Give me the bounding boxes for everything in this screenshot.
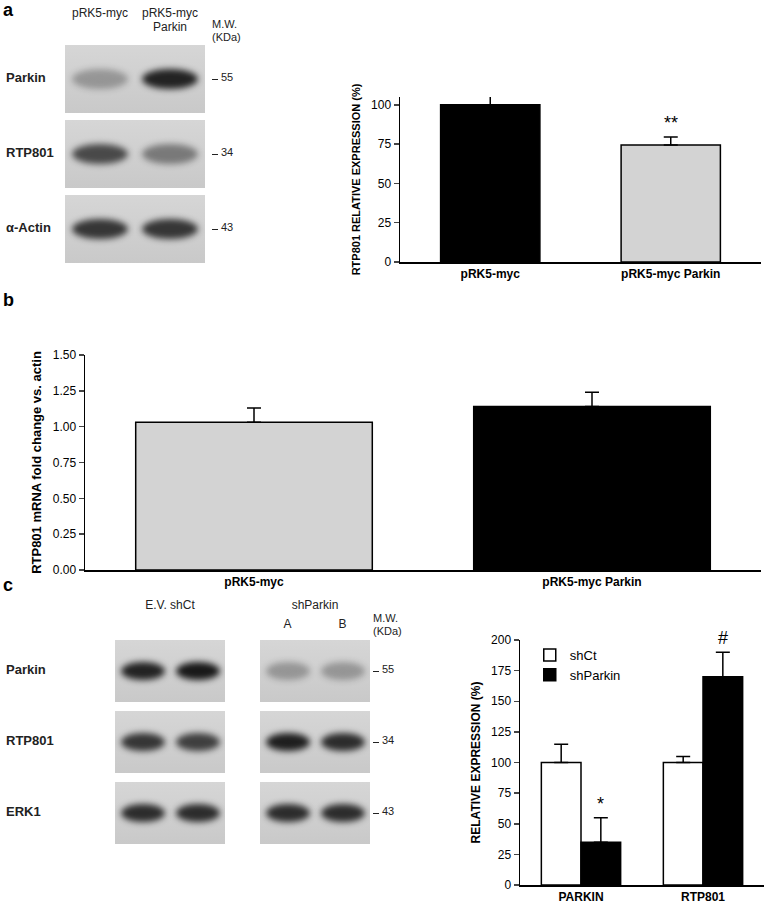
html-text:ERK1: ERK1: [6, 804, 41, 819]
svg-text:50: 50: [498, 817, 512, 831]
svg-text:0: 0: [384, 255, 391, 269]
svg-text:0.50: 0.50: [53, 492, 77, 506]
html-text:RTP801: RTP801: [6, 733, 54, 748]
svg-text:PARKIN: PARKIN: [558, 890, 603, 904]
html-text:43: 43: [382, 805, 395, 817]
svg-text:50: 50: [378, 177, 392, 191]
svg-text:25: 25: [498, 848, 512, 862]
html-text:M.W. (KDa): M.W. (KDa): [373, 612, 402, 637]
html-text:pRK5-myc: pRK5-myc: [72, 6, 128, 20]
svg-text:pRK5-myc Parkin: pRK5-myc Parkin: [621, 267, 720, 281]
svg-text:1.00: 1.00: [53, 420, 77, 434]
html-text:55: 55: [221, 71, 234, 83]
svg-text:#: #: [718, 628, 728, 648]
svg-text:*: *: [597, 794, 604, 814]
svg-text:25: 25: [378, 216, 392, 230]
svg-text:pRK5-myc: pRK5-myc: [224, 575, 284, 589]
html-text:shParkin: shParkin: [291, 598, 339, 612]
svg-text:1.50: 1.50: [53, 348, 77, 362]
svg-text:0.25: 0.25: [53, 527, 77, 541]
svg-text:shParkin: shParkin: [570, 668, 621, 683]
svg-text:75: 75: [378, 137, 392, 151]
svg-text:RTP801 RELATIVE EXPRESSION (%): RTP801 RELATIVE EXPRESSION (%): [350, 83, 362, 275]
svg-text:100: 100: [491, 756, 511, 770]
svg-text:0.00: 0.00: [53, 563, 77, 577]
html-text:43: 43: [221, 221, 234, 233]
svg-text:100: 100: [371, 98, 391, 112]
svg-text:0.75: 0.75: [53, 456, 77, 470]
html-text:34: 34: [382, 734, 395, 746]
html-text:α-Actin: α-Actin: [6, 220, 51, 235]
svg-text:175: 175: [491, 664, 511, 678]
svg-text:pRK5-myc Parkin: pRK5-myc Parkin: [542, 575, 641, 589]
svg-text:200: 200: [491, 633, 511, 647]
svg-text:0: 0: [504, 878, 511, 892]
html-text:34: 34: [221, 146, 234, 158]
html-text:55: 55: [382, 663, 395, 675]
svg-text:1.25: 1.25: [53, 384, 77, 398]
svg-text:125: 125: [491, 725, 511, 739]
html-text:Parkin: Parkin: [6, 662, 46, 677]
svg-text:RTP801: RTP801: [681, 890, 725, 904]
svg-text:shCt: shCt: [570, 648, 597, 663]
svg-text:150: 150: [491, 694, 511, 708]
html-text:a: a: [3, 0, 13, 20]
html-text:B: B: [338, 617, 347, 631]
svg-text:**: **: [664, 113, 678, 133]
svg-text:RELATIVE EXPRESSION (%): RELATIVE EXPRESSION (%): [469, 682, 483, 844]
html-text:M.W. (KDa): M.W. (KDa): [212, 18, 241, 43]
svg-text:pRK5-myc: pRK5-myc: [461, 267, 521, 281]
svg-text:75: 75: [498, 786, 512, 800]
html-text:E.V. shCt: E.V. shCt: [145, 598, 195, 612]
html-text:RTP801: RTP801: [6, 145, 54, 160]
html-text:b: b: [3, 290, 14, 310]
html-text:A: A: [283, 617, 292, 631]
svg-text:RTP801 mRNA fold change vs. ac: RTP801 mRNA fold change vs. actin: [29, 351, 44, 574]
html-text:c: c: [3, 575, 13, 595]
html-text:Parkin: Parkin: [6, 70, 46, 85]
html-text:pRK5-myc Parkin: pRK5-myc Parkin: [142, 6, 198, 34]
